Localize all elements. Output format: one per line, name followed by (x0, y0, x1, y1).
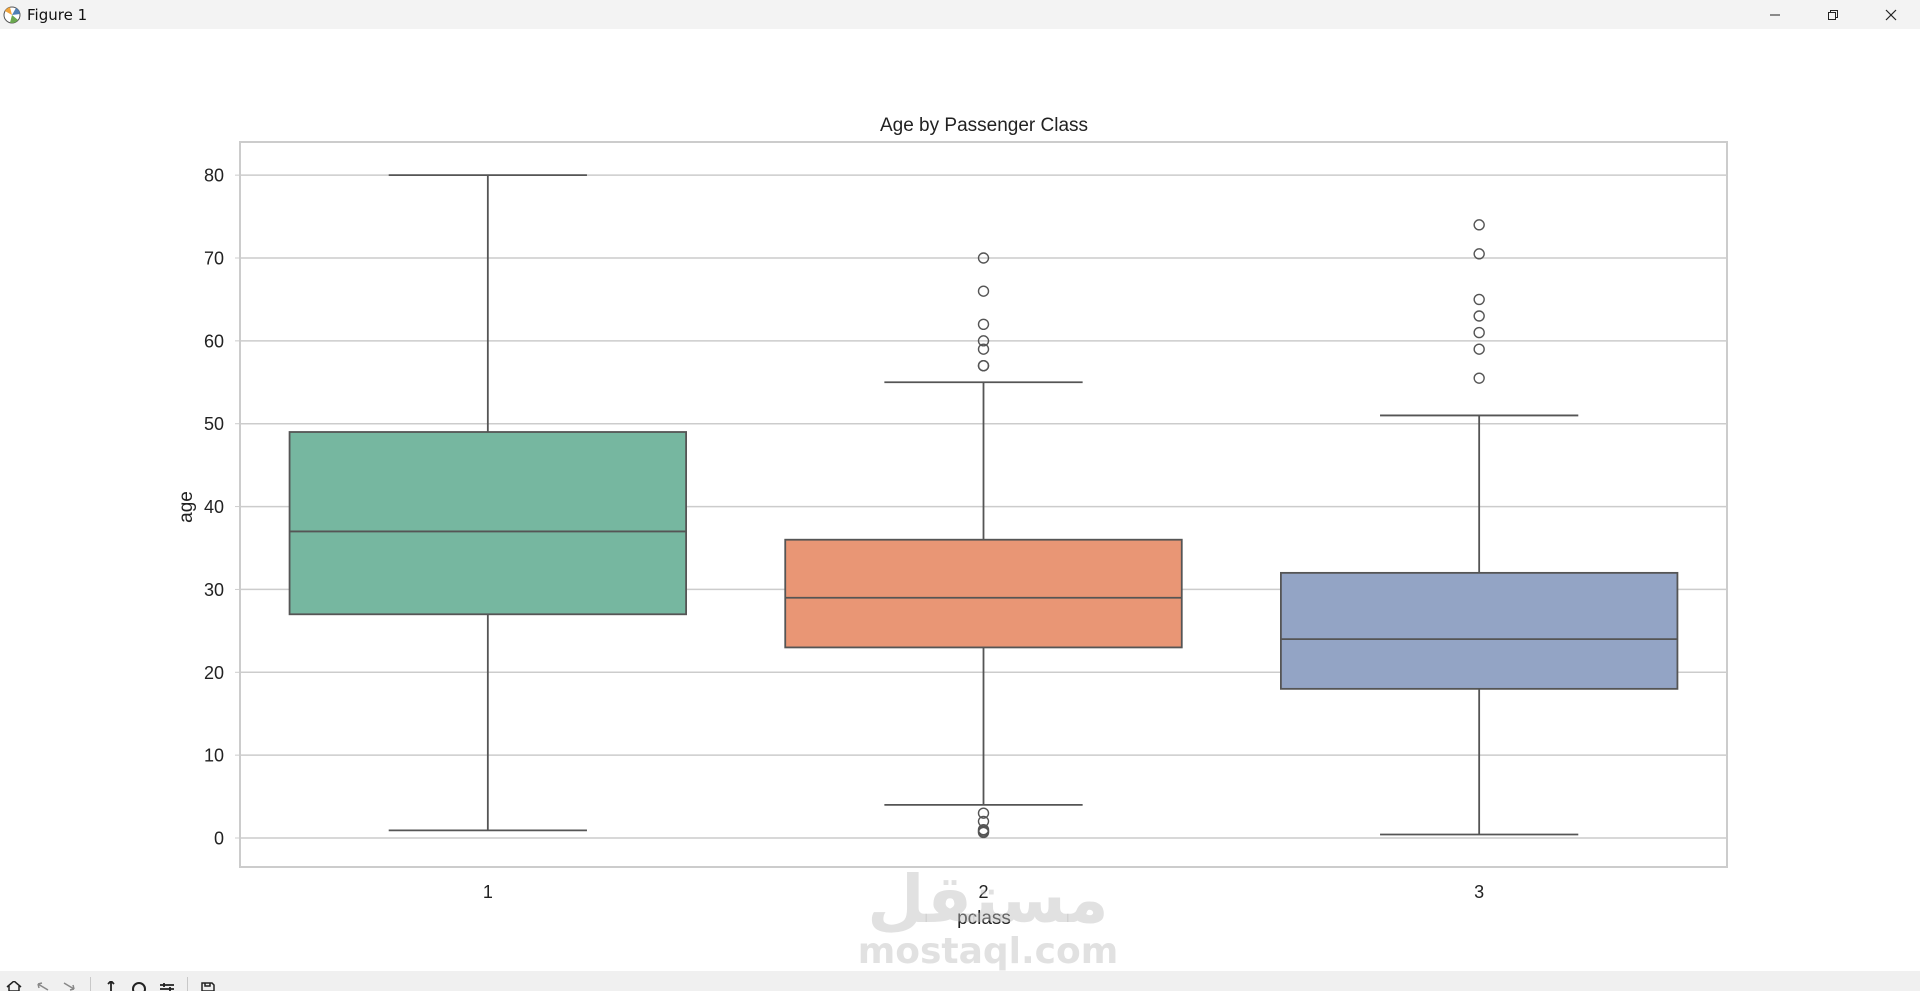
y-tick-label: 70 (204, 249, 224, 269)
configure-subplots-button[interactable] (153, 971, 181, 991)
y-tick-label: 20 (204, 663, 224, 683)
box-group-class-1 (288, 174, 688, 832)
y-tick-labels: 0 10 20 30 40 50 60 70 80 (204, 166, 240, 849)
outlier-point (1473, 310, 1485, 322)
save-button[interactable] (194, 971, 222, 991)
axes-frame (239, 141, 1728, 868)
x-tick-label: 1 (483, 882, 493, 902)
restore-icon (1828, 9, 1838, 20)
zoom-icon (132, 982, 146, 991)
box-plot-chart: 0 10 20 30 40 50 60 70 80 1 2 3 Age by Passenger C… (176, 115, 1728, 929)
figure-canvas: 0 10 20 30 40 50 60 70 80 1 2 3 Age by Passenger C… (0, 29, 1920, 971)
window-title: Figure 1 (27, 5, 88, 24)
close-button[interactable] (1862, 0, 1920, 29)
window-controls (1746, 0, 1920, 29)
outlier-point (977, 252, 990, 264)
toolbar-separator (187, 977, 188, 991)
x-tick-label: 3 (1474, 882, 1484, 902)
iqr-box (1280, 571, 1679, 690)
outlier-point (977, 343, 990, 355)
toolbar-separator (90, 977, 91, 991)
y-tick-label: 0 (214, 829, 224, 849)
box-group-class-2 (784, 252, 1183, 839)
y-tick-label: 50 (204, 414, 224, 434)
outlier-point (1473, 372, 1485, 384)
boxes-layer (288, 174, 1679, 839)
outlier-point (977, 826, 990, 839)
minimize-icon (1770, 14, 1780, 15)
outlier-point (1473, 343, 1485, 355)
y-axis-label: age (176, 491, 197, 523)
chart-title: Age by Passenger Class (880, 115, 1088, 136)
outlier-point (977, 360, 990, 372)
y-tick-label: 60 (204, 331, 224, 351)
zoom-button[interactable] (125, 971, 153, 991)
minimize-button[interactable] (1746, 0, 1804, 29)
outlier-point (977, 318, 990, 330)
y-tick-label: 30 (204, 580, 224, 600)
forward-button[interactable] (56, 971, 84, 991)
x-axis-label: pclass (957, 908, 1011, 929)
x-tick-labels: 1 2 3 (483, 882, 1484, 902)
close-icon (1885, 9, 1897, 20)
outlier-point (1473, 293, 1485, 306)
iqr-box (288, 431, 688, 616)
back-button[interactable] (28, 971, 56, 991)
navigation-toolbar (0, 971, 1920, 991)
y-tick-label: 80 (204, 166, 224, 186)
outlier-point (977, 335, 990, 347)
pan-button[interactable] (97, 971, 125, 991)
outlier-point (1473, 219, 1485, 231)
y-tick-label: 10 (204, 746, 224, 766)
outlier-point (977, 285, 990, 297)
sliders-icon (160, 983, 174, 991)
floppy-disk-icon (201, 982, 215, 991)
iqr-box (784, 538, 1183, 649)
back-arrow-icon (37, 982, 49, 991)
outlier-point (977, 807, 990, 819)
home-icon (6, 981, 22, 991)
outlier-point (1473, 248, 1485, 260)
matplotlib-app-icon (3, 6, 21, 23)
pan-icon (107, 981, 115, 991)
box-group-class-3 (1280, 219, 1679, 836)
window-titlebar: Figure 1 (0, 0, 1920, 29)
y-tick-label: 40 (204, 497, 224, 517)
x-tick-label: 2 (978, 882, 988, 902)
forward-arrow-icon (63, 982, 75, 991)
home-button[interactable] (0, 971, 28, 991)
outlier-point (1473, 326, 1485, 339)
restore-button[interactable] (1804, 0, 1862, 29)
